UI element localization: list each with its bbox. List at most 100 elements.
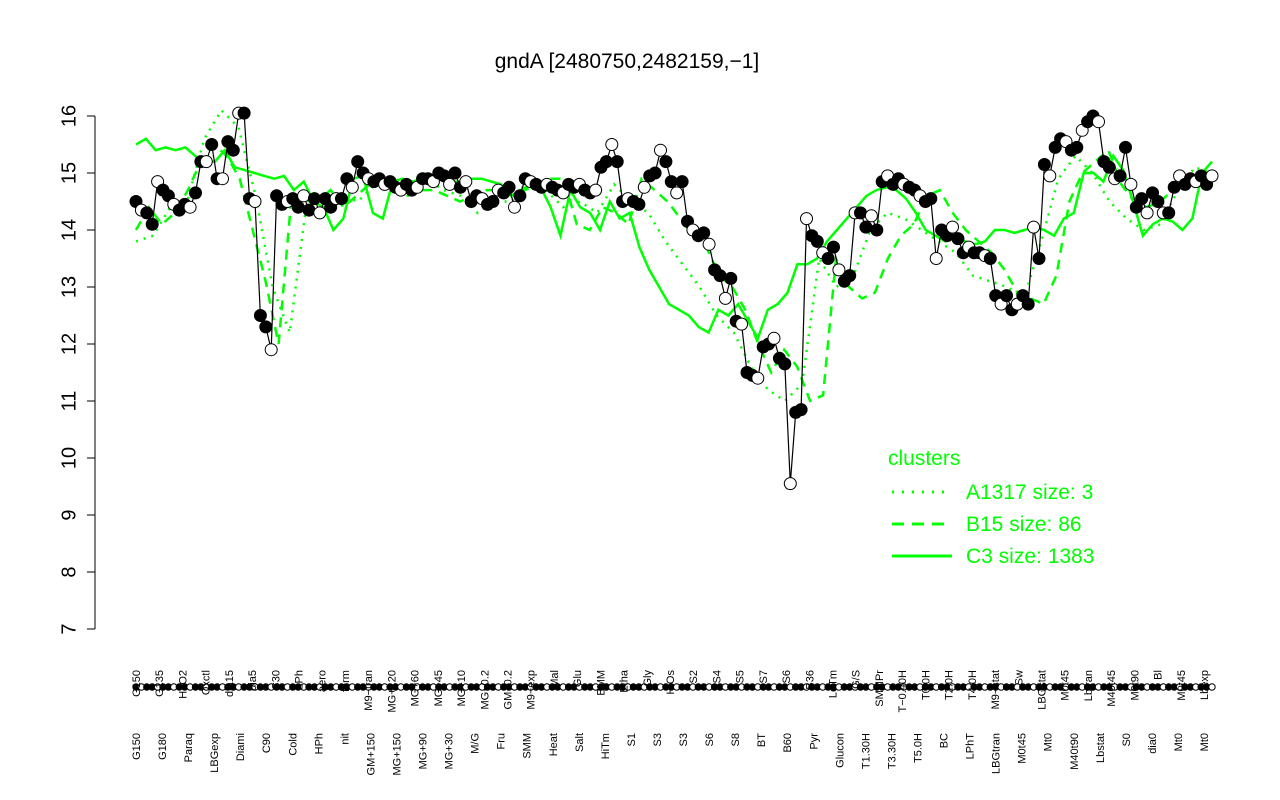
data-point xyxy=(459,175,473,189)
x-tick-label: LPhT xyxy=(965,733,977,760)
y-tick-label: 10 xyxy=(58,447,80,469)
data-point xyxy=(1037,158,1051,171)
data-point xyxy=(1135,192,1149,206)
data-point xyxy=(253,309,267,322)
data-point xyxy=(800,212,813,226)
data-point xyxy=(951,232,965,246)
x-tick-label: MG+150 xyxy=(392,733,404,776)
x-tick-label: S6 xyxy=(704,733,716,746)
data-point xyxy=(226,143,240,157)
x-tick-label: Lbexp xyxy=(1199,670,1211,700)
data-point xyxy=(713,269,727,283)
data-point xyxy=(205,138,219,151)
x-tick-label: LBGtran xyxy=(991,733,1003,774)
data-point xyxy=(664,175,678,189)
data-point xyxy=(1113,169,1127,183)
data-point xyxy=(502,180,516,194)
x-tick-label: Mt0 xyxy=(1199,733,1211,751)
cluster-lines xyxy=(134,108,1213,403)
data-point xyxy=(335,192,348,206)
gene-series-line xyxy=(135,112,1213,484)
x-tick-label: S0 xyxy=(1121,733,1133,746)
data-point xyxy=(1027,220,1041,234)
data-point xyxy=(297,189,311,203)
x-tick-label: Mt0 xyxy=(1043,733,1055,751)
data-point xyxy=(659,155,673,169)
data-point xyxy=(832,263,846,277)
x-tick-label: T0.0H xyxy=(920,670,932,700)
data-point xyxy=(237,106,251,120)
x-tick-label: S3 xyxy=(652,733,664,746)
x-tick-label: T4.0H xyxy=(967,670,979,700)
x-tick-label: M0t45 xyxy=(1017,733,1029,764)
x-tick-label: G135 xyxy=(154,670,166,697)
x-tick-label: T2.0H xyxy=(944,670,956,700)
data-point xyxy=(767,331,781,345)
x-tick-label: aero xyxy=(317,670,329,692)
x-tick-label: ferm xyxy=(340,670,352,692)
x-tick-label: M40t45 xyxy=(1106,670,1118,707)
x-tick-label: S7 xyxy=(758,670,770,683)
x-tick-label: BMM xyxy=(595,670,607,696)
x-tick-label: T5.0H xyxy=(913,733,925,763)
x-tick-label: Glucon xyxy=(834,733,846,768)
data-point xyxy=(259,320,273,334)
x-tick-label: M/G xyxy=(470,733,482,754)
x-tick-label: S8 xyxy=(730,733,742,746)
x-tick-label: dia15 xyxy=(224,670,236,697)
x-tick-label: Etha xyxy=(619,669,631,693)
x-tick-label: G/S xyxy=(851,670,863,689)
data-point xyxy=(670,186,684,200)
data-point xyxy=(448,166,462,180)
data-point xyxy=(313,206,327,220)
data-point xyxy=(1124,177,1138,191)
data-point xyxy=(675,175,689,189)
x-tick-label: Pyr xyxy=(808,733,820,750)
data-point xyxy=(648,166,662,180)
data-point xyxy=(145,217,159,231)
data-point xyxy=(513,189,527,203)
x-tick-label: T3.30H xyxy=(886,733,898,769)
x-tick-label: HiOs xyxy=(665,670,677,695)
x-tick-label: C90 xyxy=(261,733,273,753)
data-point xyxy=(1070,140,1084,154)
x-tick-label: Fru xyxy=(496,733,508,750)
data-point xyxy=(864,209,878,223)
data-point xyxy=(810,234,824,248)
x-tick-label: S2 xyxy=(688,670,700,683)
x-tick-label: Mt0 xyxy=(1173,733,1185,751)
x-tick-label: MG+45 xyxy=(433,670,445,706)
data-point xyxy=(924,192,938,206)
x-tick-label: B36 xyxy=(804,670,816,690)
data-point xyxy=(1119,140,1132,154)
data-point xyxy=(345,180,359,194)
data-point xyxy=(1092,115,1105,129)
x-tick-label: H2O2 xyxy=(177,670,189,699)
x-tick-label: M9−tran xyxy=(363,670,375,711)
x-tick-label: LBGexp xyxy=(209,733,221,773)
data-point xyxy=(589,183,603,197)
x-tick-label: dia0 xyxy=(1147,733,1159,754)
x-tick-label: nit xyxy=(339,733,351,745)
legend-label-a1317: A1317 size: 3 xyxy=(966,481,1093,504)
y-tick-label: 8 xyxy=(58,566,80,577)
cluster-series-line xyxy=(135,108,1213,403)
data-point xyxy=(827,240,840,254)
data-point xyxy=(1162,206,1176,220)
data-point xyxy=(1021,297,1035,311)
x-tick-label: Lbtran xyxy=(1083,670,1095,701)
y-tick-label: 13 xyxy=(58,276,80,298)
y-tick-label: 16 xyxy=(58,105,80,127)
data-point xyxy=(724,271,738,285)
x-axis: G150 G135 H2O2 Oxctl dia15 dia5 C30 LPh aero ferm… xyxy=(131,669,1216,776)
x-tick-label: Heat xyxy=(548,733,560,756)
x-tick-label: BT xyxy=(756,733,768,747)
y-tick-label: 9 xyxy=(58,509,80,520)
x-tick-label: G180 xyxy=(157,733,169,760)
data-point xyxy=(610,155,624,169)
x-tick-label: Bl xyxy=(1153,670,1165,680)
data-point xyxy=(983,252,997,265)
data-point xyxy=(794,403,808,417)
x-tick-label: G150 xyxy=(131,733,143,760)
x-tick-label: MG+10 xyxy=(456,670,468,706)
